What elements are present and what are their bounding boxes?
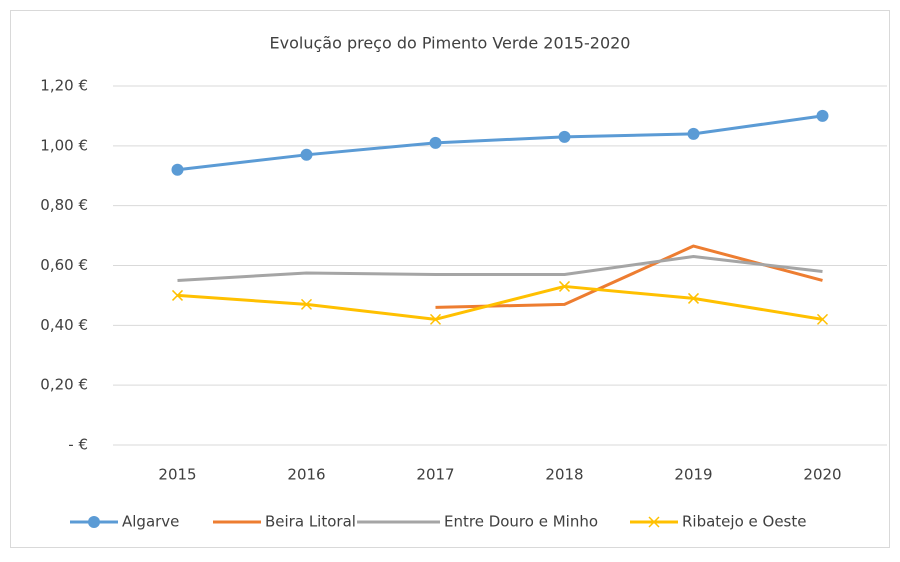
- x-tick-label: 2015: [158, 466, 196, 484]
- point-marker: [300, 148, 313, 161]
- chart-title: Evolução preço do Pimento Verde 2015-202…: [270, 34, 631, 53]
- chart-border: [10, 10, 890, 548]
- y-tick-label: 0,40 €: [40, 316, 88, 334]
- y-tick-label: 0,60 €: [40, 256, 88, 274]
- series-line: [177, 284, 823, 321]
- point-marker: [429, 313, 442, 325]
- point-marker: [816, 313, 829, 325]
- point-marker: [558, 280, 571, 292]
- legend-label: Algarve: [122, 513, 179, 531]
- legend-marker: [648, 516, 660, 528]
- point-marker: [687, 292, 700, 304]
- y-tick-label: - €: [68, 436, 88, 454]
- point-marker: [816, 109, 829, 122]
- series-line: [177, 114, 823, 172]
- x-tick-label: 2019: [674, 466, 712, 484]
- point-marker: [300, 298, 313, 310]
- y-tick-label: 0,80 €: [40, 196, 88, 214]
- y-tick-label: 0,20 €: [40, 376, 88, 394]
- legend-label: Ribatejo e Oeste: [682, 513, 806, 531]
- x-tick-label: 2017: [416, 466, 454, 484]
- legend-label: Entre Douro e Minho: [444, 513, 598, 531]
- point-marker: [558, 130, 571, 143]
- x-tick-label: 2020: [803, 466, 841, 484]
- x-tick-label: 2018: [545, 466, 583, 484]
- x-tick-label: 2016: [287, 466, 325, 484]
- point-marker: [687, 127, 700, 140]
- point-marker: [171, 163, 184, 176]
- legend-marker: [88, 516, 100, 528]
- legend-label: Beira Litoral: [265, 513, 356, 531]
- series-line: [177, 255, 823, 282]
- point-marker: [429, 136, 442, 149]
- y-tick-label: 1,20 €: [40, 77, 88, 95]
- point-marker: [171, 289, 184, 301]
- y-tick-label: 1,00 €: [40, 136, 88, 154]
